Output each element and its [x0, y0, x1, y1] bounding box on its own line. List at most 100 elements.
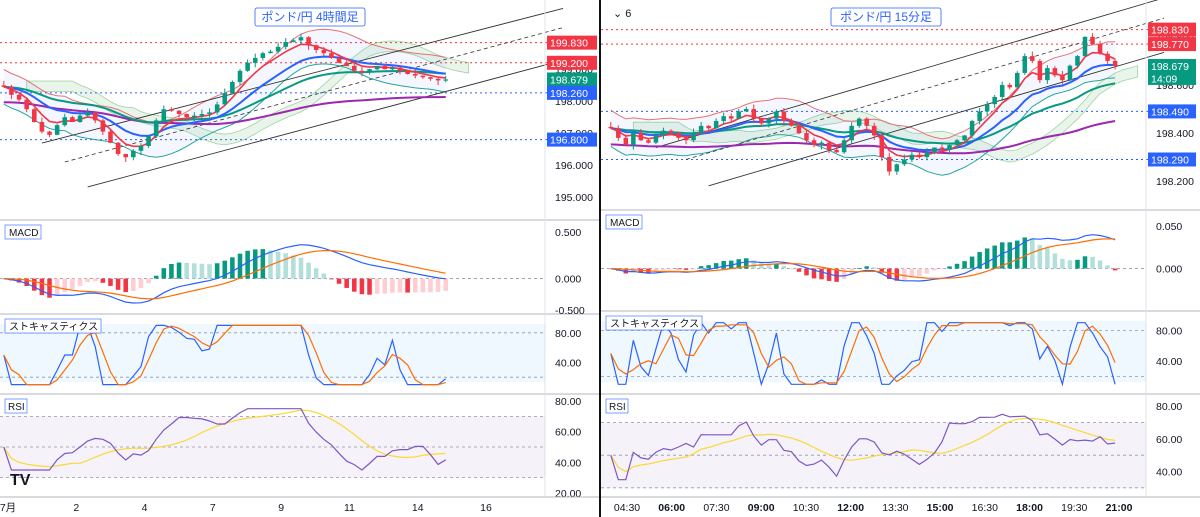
candle-body [713, 121, 719, 129]
macd-histogram-bar [887, 268, 892, 280]
candle-body [917, 154, 922, 158]
candle-body [1075, 56, 1080, 66]
price-label-box [547, 132, 597, 147]
candle-body [1022, 56, 1028, 73]
candle-body [199, 114, 205, 116]
x-tick-label: 15:00 [927, 502, 954, 514]
candle-body [638, 133, 644, 141]
macd-histogram-bar [344, 278, 349, 288]
macd-histogram-bar [999, 242, 1005, 269]
macd-histogram-bar [909, 268, 915, 278]
candle-body [412, 74, 418, 76]
price-label-red: 198.830 [1151, 25, 1189, 37]
ma-mid-line [3, 69, 446, 124]
candle-body [789, 121, 794, 126]
stoch-tick-label: 80.00 [555, 328, 581, 340]
price-label-blue: 198.290 [1151, 155, 1189, 167]
macd-histogram-bar [199, 263, 205, 279]
chart-title: ポンド/円 15分足 [840, 10, 932, 24]
macd-line [3, 244, 446, 304]
channel-line-lower [87, 59, 564, 188]
candle-body [887, 157, 892, 172]
x-tick-label: 7月 [0, 502, 16, 514]
candle-body [123, 154, 128, 158]
macd-histogram-bar [1090, 256, 1095, 269]
candle-body [811, 140, 817, 146]
macd-histogram-bar [1045, 248, 1050, 269]
price-label-red: 199.200 [550, 58, 588, 70]
price-label-box [547, 72, 597, 87]
candle-body [939, 147, 945, 150]
macd-histogram-bar [306, 262, 311, 279]
candle-body [947, 145, 952, 150]
rsi-tick-label: 20.00 [555, 488, 581, 500]
candle-body [115, 142, 121, 154]
candle-body [728, 116, 734, 119]
x-tick-label: 07:30 [703, 502, 729, 514]
candle-body [336, 58, 342, 63]
candle-body [443, 79, 448, 81]
macd-histogram-bar [283, 253, 288, 279]
ma-long-line [3, 96, 446, 126]
macd-histogram-bar [382, 278, 388, 294]
macd-histogram-bar [947, 266, 952, 269]
candle-body [32, 109, 37, 122]
panel-divider[interactable] [599, 0, 602, 517]
macd-histogram-bar [428, 278, 433, 293]
price-label-box [1148, 22, 1196, 37]
candle-body [92, 112, 98, 121]
candle-body [153, 120, 159, 137]
toolbar-number[interactable]: ⌄ 6 [613, 8, 631, 20]
stoch-label: ストキャスティクス [610, 318, 699, 330]
candle-body [909, 154, 915, 160]
x-tick-label: 11 [344, 502, 355, 514]
candle-body [804, 133, 809, 141]
candle-body [184, 114, 189, 118]
candle-body [146, 136, 151, 146]
macd-histogram-bar [1060, 258, 1065, 269]
candle-body [62, 117, 68, 126]
candle-body [902, 159, 907, 165]
candle-body [352, 66, 357, 71]
macd-histogram-bar [367, 278, 372, 295]
candle-body [1, 85, 7, 87]
candle-body [1090, 36, 1095, 45]
macd-histogram-bar [917, 268, 922, 277]
candle-body [1030, 56, 1035, 61]
candle-body [751, 109, 757, 119]
macd-histogram-bar [811, 268, 817, 279]
price-label-box [1148, 71, 1196, 85]
macd-histogram-bar [131, 278, 136, 291]
x-tick-label: 12:00 [837, 502, 864, 514]
stoch-tick-label: 80.00 [1156, 325, 1182, 337]
macd-histogram-bar [245, 250, 250, 279]
macd-histogram-bar [706, 265, 711, 269]
macd-histogram-bar [214, 263, 220, 279]
macd-histogram-bar [834, 268, 839, 282]
x-tick-label: 21:00 [1106, 502, 1133, 514]
stoch-tick-label: 40.00 [1156, 356, 1182, 368]
candle-body [653, 135, 659, 143]
price-label-countdown: 14:09 [1151, 73, 1177, 85]
macd-histogram-bar [237, 253, 243, 279]
candle-body [428, 77, 433, 79]
candle-body [661, 130, 666, 136]
rsi-line [610, 413, 1116, 481]
macd-histogram-bar [352, 278, 357, 292]
price-label-box [1148, 104, 1196, 119]
x-tick-label: 14 [412, 502, 424, 514]
macd-histogram-bar [1075, 259, 1080, 269]
macd-histogram-bar [291, 255, 296, 279]
macd-histogram-bar [1007, 242, 1012, 269]
macd-histogram-bar [924, 268, 930, 274]
candle-body [999, 84, 1005, 97]
candle-body [252, 58, 258, 63]
macd-label-box [4, 224, 42, 240]
chart-15m-svg: 198.800198.600198.400198.200198.830198.7… [601, 0, 1200, 514]
macd-histogram-bar [789, 268, 794, 270]
candle-body [992, 96, 997, 105]
candle-body [954, 140, 960, 146]
candle-body [698, 125, 704, 134]
candle-body [1015, 72, 1020, 88]
candle-body [435, 78, 441, 81]
